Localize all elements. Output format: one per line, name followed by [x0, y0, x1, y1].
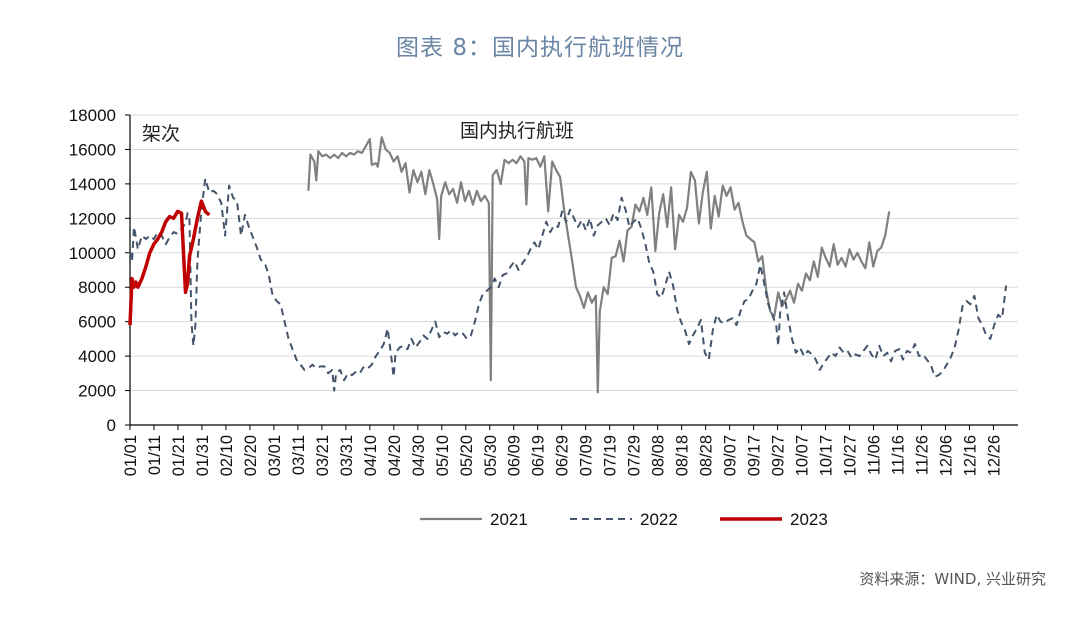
x-tick-label: 06/09 [506, 435, 524, 476]
gridlines [130, 114, 1018, 392]
y-tick-label: 18000 [69, 106, 116, 125]
x-tick-label: 04/10 [362, 435, 380, 476]
legend-label-2022: 2022 [640, 510, 678, 529]
chart-title: 图表 8：国内执行航班情况 [396, 35, 684, 61]
x-tick-label: 02/20 [242, 435, 260, 476]
y-tick-label: 4000 [78, 347, 116, 366]
y-tick-label: 12000 [69, 209, 116, 228]
x-tick-label: 07/29 [626, 435, 644, 476]
x-tick-label: 10/07 [794, 435, 812, 476]
x-tick-label: 01/31 [194, 435, 212, 476]
x-tick-label: 06/19 [530, 435, 548, 476]
x-tick-label: 03/31 [338, 435, 356, 476]
source-note: 资料来源：WIND, 兴业研究 [859, 570, 1046, 588]
x-tick-labels: 01/01 01/11 01/21 01/31 02/10 02/20 03/01 03/11… [122, 435, 1003, 476]
x-tick-label: 05/10 [434, 435, 452, 476]
x-tick-label: 08/08 [650, 435, 668, 476]
x-tick-label: 12/26 [985, 435, 1003, 476]
x-tick-label: 03/11 [290, 435, 308, 475]
y-tick-label: 6000 [78, 313, 116, 332]
x-tick-label: 11/26 [913, 435, 931, 475]
x-tick-label: 08/18 [674, 435, 692, 476]
x-tick-label: 08/28 [698, 435, 716, 476]
series-line-2023 [128, 199, 211, 326]
axes [125, 114, 1018, 430]
x-tick-label: 09/27 [770, 435, 788, 476]
y-tick-labels: 0 2000 4000 6000 8000 10000 12000 14000 16000 180… [69, 106, 116, 435]
x-tick-label: 05/30 [482, 435, 500, 476]
x-tick-label: 09/17 [746, 435, 764, 476]
x-tick-label: 03/01 [266, 435, 284, 476]
x-tick-label: 02/10 [218, 435, 236, 476]
x-tick-label: 05/20 [458, 435, 476, 476]
x-tick-label: 04/30 [410, 435, 428, 476]
y-tick-label: 0 [107, 416, 116, 435]
x-tick-label: 01/11 [146, 435, 164, 475]
series-line-2021 [307, 136, 891, 394]
x-tick-label: 11/06 [866, 435, 884, 475]
x-tick-label: 11/16 [889, 435, 907, 475]
x-tick-label: 01/21 [170, 435, 188, 476]
y-unit-label: 架次 [142, 123, 180, 145]
x-tick-label: 06/29 [554, 435, 572, 476]
chart-annotation: 国内执行航班 [460, 120, 574, 142]
x-tick-label: 03/21 [314, 435, 332, 476]
x-tick-label: 01/01 [122, 435, 140, 476]
y-tick-label: 2000 [78, 382, 116, 401]
x-tick-label: 12/16 [961, 435, 979, 476]
legend-label-2023: 2023 [790, 510, 828, 529]
y-tick-label: 16000 [69, 140, 116, 159]
x-tick-label: 10/17 [818, 435, 836, 476]
y-tick-label: 14000 [69, 175, 116, 194]
series-line-2022 [129, 177, 1008, 392]
x-tick-label: 12/06 [937, 435, 955, 476]
legend-label-2021: 2021 [490, 510, 528, 529]
y-tick-label: 10000 [69, 244, 116, 263]
x-tick-label: 07/19 [602, 435, 620, 476]
x-tick-label: 04/20 [386, 435, 404, 476]
x-tick-label: 10/27 [842, 435, 860, 476]
series-lines [128, 136, 1008, 394]
legend: 2021 2022 2023 [420, 510, 828, 529]
y-tick-label: 8000 [78, 278, 116, 297]
x-tick-label: 07/09 [578, 435, 596, 476]
x-tick-label: 09/07 [722, 435, 740, 476]
